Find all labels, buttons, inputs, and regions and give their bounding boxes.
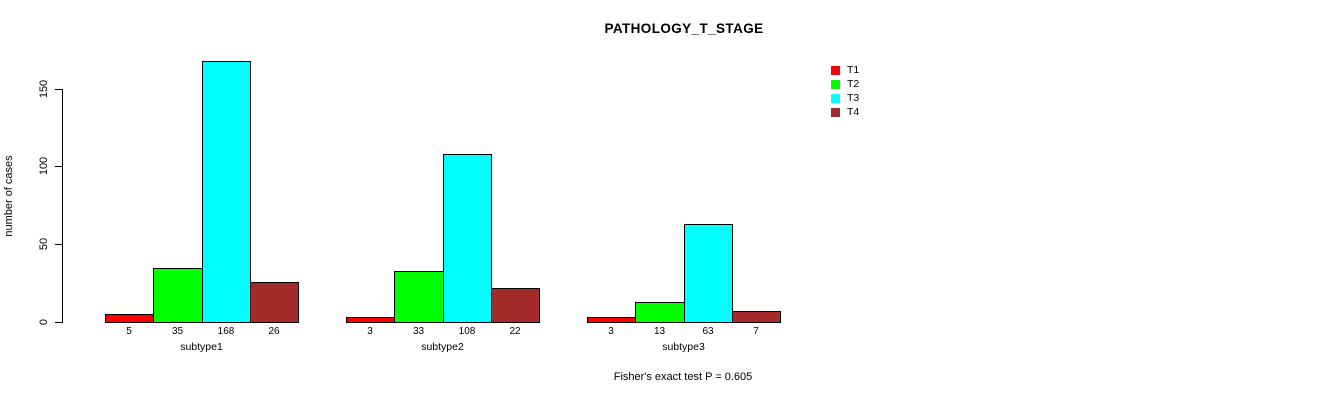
bar-value-label: 168	[217, 326, 235, 337]
bar-value-label: 22	[509, 326, 521, 337]
bar-value-label: 35	[171, 326, 184, 337]
bar-value-label: 7	[753, 326, 759, 337]
legend-label-t2: T2	[847, 78, 860, 90]
y-tick-label: 50	[38, 237, 50, 251]
bar-value-label: 3	[367, 326, 373, 337]
bar-t4-subtype1	[250, 282, 299, 323]
y-tick-mark	[55, 166, 62, 167]
bar-value-label: 5	[126, 326, 132, 337]
bar-value-label: 63	[702, 326, 714, 337]
bar-value-label: 26	[268, 326, 280, 337]
legend: T1 T2 T3 T4	[831, 63, 859, 119]
bar-t3-subtype1	[202, 61, 251, 323]
legend-label-t4: T4	[847, 106, 860, 118]
legend-label-t1: T1	[847, 64, 860, 76]
bar-value-label: 13	[653, 326, 666, 337]
category-label-subtype3: subtype3	[662, 341, 705, 353]
chart-title: PATHOLOGY_T_STAGE	[604, 21, 764, 36]
fisher-test-annotation: Fisher's exact test P = 0.605	[613, 371, 753, 383]
y-tick-label: 0	[38, 318, 50, 326]
legend-item-t2: T2	[831, 77, 859, 91]
y-tick-label: 100	[38, 156, 50, 176]
bar-t3-subtype3	[684, 224, 733, 323]
legend-swatch-t3	[831, 93, 840, 103]
bar-t4-subtype3	[732, 311, 781, 323]
y-axis-line	[62, 89, 63, 323]
legend-swatch-t4	[831, 107, 840, 117]
legend-swatch-t1	[831, 65, 840, 75]
legend-label-t3: T3	[847, 92, 860, 104]
y-tick-mark	[55, 244, 62, 245]
y-tick-mark	[55, 89, 62, 90]
bar-t1-subtype3	[587, 317, 636, 323]
category-label-subtype1: subtype1	[180, 341, 223, 353]
y-tick-label: 150	[38, 79, 50, 99]
y-axis-label: number of cases	[3, 155, 15, 237]
category-label-subtype2: subtype2	[421, 341, 464, 353]
legend-item-t4: T4	[831, 105, 859, 119]
bar-t2-subtype1	[153, 268, 203, 323]
bar-t2-subtype2	[394, 271, 444, 323]
bar-value-label: 33	[412, 326, 425, 337]
bar-t3-subtype2	[443, 154, 492, 323]
legend-swatch-t2	[831, 79, 840, 89]
bar-t4-subtype2	[491, 288, 540, 323]
bar-value-label: 3	[608, 326, 614, 337]
legend-item-t1: T1	[831, 63, 859, 77]
bar-t1-subtype2	[346, 317, 395, 323]
bar-value-label: 108	[458, 326, 476, 337]
legend-item-t3: T3	[831, 91, 859, 105]
y-tick-mark	[55, 322, 62, 323]
bar-t2-subtype3	[635, 302, 685, 323]
bar-t1-subtype1	[105, 314, 154, 323]
